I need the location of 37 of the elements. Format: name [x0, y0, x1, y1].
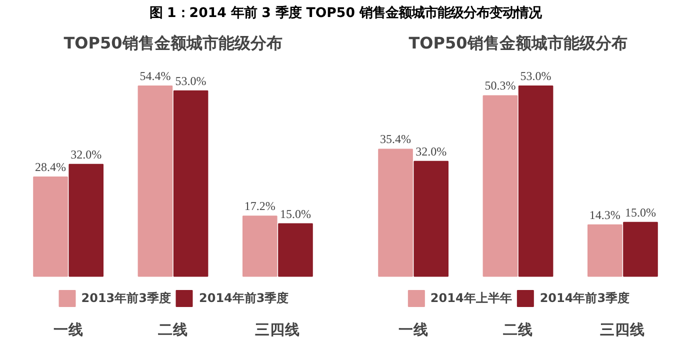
- bar: [278, 223, 313, 277]
- x-tick-label: 二线: [503, 322, 533, 338]
- caption: 图 1：2014 年前 3 季度 TOP50 销售金额城市能级分布变动情况: [149, 5, 543, 21]
- data-label: 15.0%: [624, 205, 656, 220]
- bar: [587, 224, 622, 277]
- bar: [414, 160, 449, 277]
- bar: [138, 86, 173, 277]
- bar: [518, 86, 554, 277]
- x-tick-label: 三四线: [255, 322, 300, 338]
- data-label: 32.0%: [416, 144, 447, 158]
- data-label: 53.0%: [175, 74, 206, 88]
- bar: [623, 222, 658, 277]
- x-tick-label: 二线: [158, 322, 188, 338]
- bar: [378, 148, 413, 277]
- data-label: 50.3%: [484, 78, 516, 93]
- x-tick-label: 一线: [398, 322, 428, 338]
- x-tick-label: 三四线: [600, 322, 646, 338]
- chart-title: TOP50销售金额城市能级分布: [408, 34, 628, 52]
- bar: [68, 164, 104, 277]
- chart-title: TOP50销售金额城市能级分布: [64, 34, 282, 52]
- bar: [173, 90, 208, 277]
- data-label: 14.3%: [589, 208, 620, 222]
- data-label: 35.4%: [380, 132, 412, 146]
- data-label: 32.0%: [70, 147, 102, 162]
- data-label: 28.4%: [35, 160, 66, 174]
- bar: [33, 176, 68, 277]
- data-label: 53.0%: [520, 69, 552, 84]
- legend-label: 2014年前3季度: [199, 290, 289, 306]
- bar: [482, 95, 518, 277]
- legend-label: 2014年前3季度: [540, 290, 630, 306]
- data-label: 17.2%: [244, 199, 276, 214]
- legend-label: 2013年前3季度: [81, 290, 171, 306]
- series-label: 2014年上半年: [430, 290, 512, 306]
- data-label: 54.4%: [140, 69, 171, 84]
- data-label: 15.0%: [280, 206, 311, 221]
- x-tick-label: 一线: [53, 322, 84, 338]
- bar: [242, 216, 278, 277]
